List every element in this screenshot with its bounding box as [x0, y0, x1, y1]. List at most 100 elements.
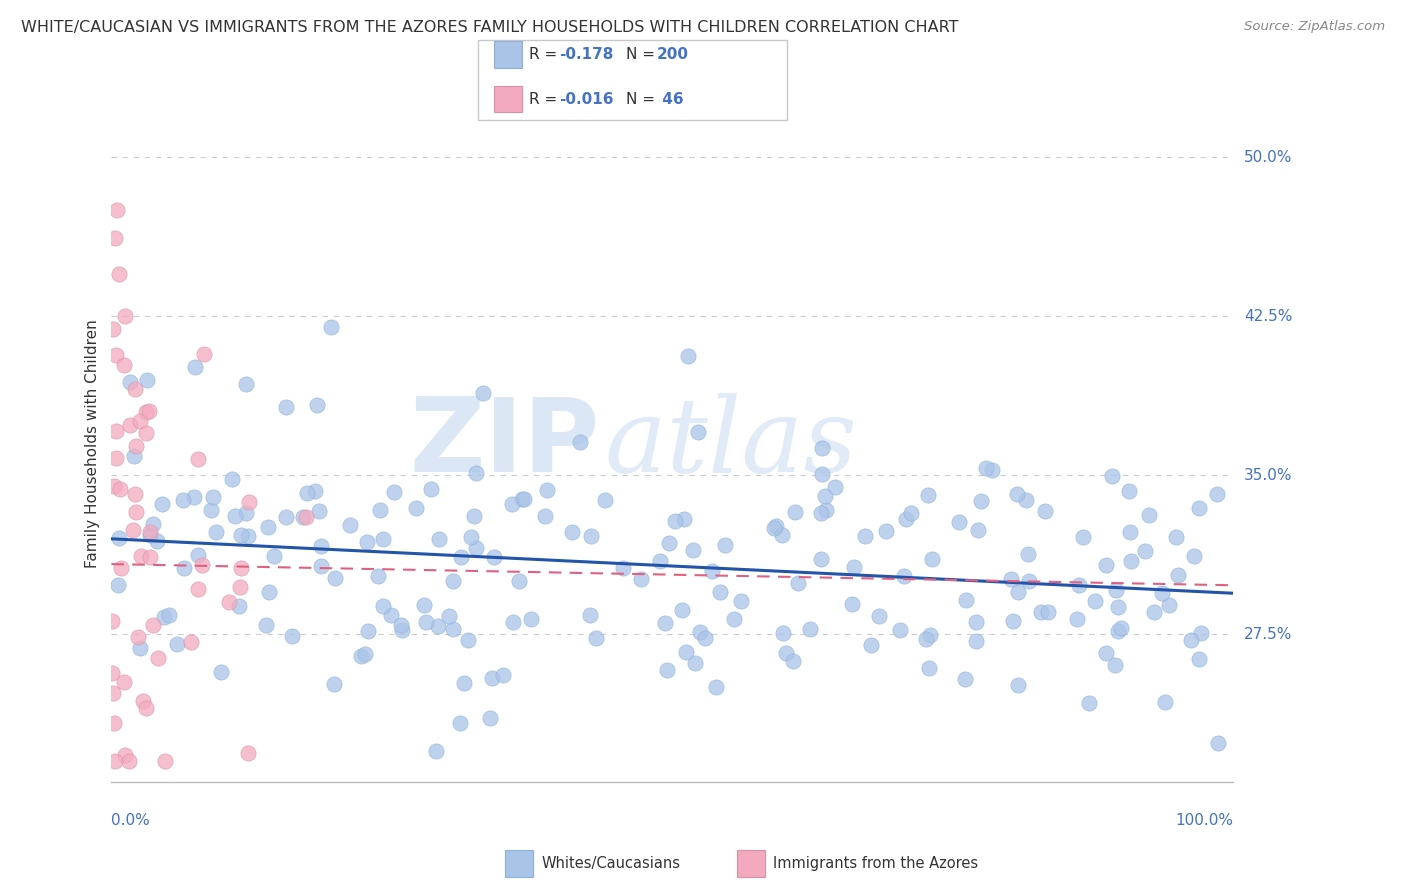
Point [135, 373, 157, 387]
Point [184, 360, 207, 375]
Text: Immigrants from the Azores: Immigrants from the Azores [773, 856, 979, 871]
Point [101, 614, 124, 628]
Point [1066, 612, 1088, 626]
Point [682, 542, 704, 557]
Point [205, 524, 228, 539]
Point [702, 564, 724, 578]
Point [1188, 652, 1211, 666]
Point [132, 694, 155, 708]
Point [981, 463, 1004, 477]
Point [860, 638, 883, 652]
Point [709, 585, 731, 599]
Point [900, 506, 922, 520]
Point [371, 533, 394, 547]
Point [449, 715, 471, 730]
Point [1069, 578, 1091, 592]
Point [321, 319, 343, 334]
Text: Source: ZipAtlas.com: Source: ZipAtlas.com [1244, 20, 1385, 33]
Point [139, 524, 162, 539]
Point [1071, 530, 1094, 544]
Point [221, 472, 243, 486]
Point [135, 405, 157, 419]
Point [135, 425, 157, 440]
Point [254, 617, 277, 632]
Point [238, 494, 260, 508]
Point [673, 512, 696, 526]
Point [765, 519, 787, 533]
Point [1000, 573, 1022, 587]
Point [118, 418, 141, 433]
Point [510, 492, 533, 507]
Point [868, 608, 890, 623]
Point [502, 615, 524, 630]
Point [124, 487, 146, 501]
Text: N =: N = [626, 47, 659, 62]
Point [894, 512, 917, 526]
Point [323, 677, 346, 691]
Point [1109, 621, 1132, 635]
Point [463, 508, 485, 523]
Point [1143, 605, 1166, 619]
Point [471, 386, 494, 401]
Point [105, 451, 128, 466]
Point [155, 754, 177, 768]
Point [105, 203, 128, 218]
Point [118, 375, 141, 389]
Point [441, 622, 464, 636]
Point [201, 490, 224, 504]
Point [453, 675, 475, 690]
Point [460, 530, 482, 544]
Point [917, 488, 939, 502]
Point [1189, 626, 1212, 640]
Point [103, 715, 125, 730]
Point [893, 569, 915, 583]
Point [419, 483, 441, 497]
Point [146, 534, 169, 549]
Point [1164, 529, 1187, 543]
Point [730, 593, 752, 607]
Point [187, 582, 209, 596]
Point [125, 439, 148, 453]
Point [770, 528, 793, 542]
Point [263, 549, 285, 563]
Point [1167, 567, 1189, 582]
Point [218, 595, 240, 609]
Point [415, 615, 437, 629]
Point [108, 531, 131, 545]
Point [101, 666, 124, 681]
Point [425, 743, 447, 757]
Point [695, 631, 717, 645]
Point [1157, 598, 1180, 612]
Point [1105, 582, 1128, 597]
Text: N =: N = [626, 92, 659, 106]
Point [810, 506, 832, 520]
Point [295, 509, 318, 524]
Point [187, 452, 209, 467]
Point [1095, 646, 1118, 660]
Point [304, 483, 326, 498]
Point [122, 523, 145, 537]
Point [405, 501, 427, 516]
Point [561, 524, 583, 539]
Text: 27.5%: 27.5% [1244, 626, 1292, 641]
Point [814, 489, 837, 503]
Point [257, 519, 280, 533]
Point [295, 485, 318, 500]
Point [103, 754, 125, 768]
Point [1007, 678, 1029, 692]
Point [231, 528, 253, 542]
Point [654, 615, 676, 630]
Point [309, 559, 332, 574]
Point [105, 425, 128, 439]
Point [349, 648, 371, 663]
Point [114, 747, 136, 762]
Point [125, 505, 148, 519]
Point [508, 574, 530, 588]
Point [1137, 508, 1160, 522]
Point [141, 618, 163, 632]
Point [281, 629, 304, 643]
Text: ZIP: ZIP [409, 392, 599, 494]
Point [105, 348, 128, 362]
Point [357, 624, 380, 639]
Point [228, 599, 250, 613]
